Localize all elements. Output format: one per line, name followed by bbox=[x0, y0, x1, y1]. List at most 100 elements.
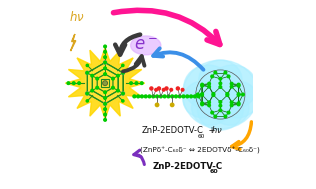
Circle shape bbox=[86, 100, 88, 102]
Circle shape bbox=[237, 103, 240, 106]
Circle shape bbox=[230, 104, 233, 107]
Polygon shape bbox=[65, 47, 145, 119]
Circle shape bbox=[117, 89, 119, 92]
Circle shape bbox=[170, 103, 174, 107]
Text: +: + bbox=[206, 126, 218, 135]
Circle shape bbox=[182, 95, 185, 98]
Circle shape bbox=[104, 82, 106, 84]
Circle shape bbox=[224, 71, 227, 74]
Text: $h\nu$: $h\nu$ bbox=[211, 124, 223, 135]
FancyArrowPatch shape bbox=[115, 35, 140, 55]
Circle shape bbox=[201, 103, 204, 106]
Circle shape bbox=[201, 102, 204, 105]
Circle shape bbox=[197, 95, 200, 98]
Circle shape bbox=[91, 89, 94, 92]
Circle shape bbox=[137, 95, 140, 98]
Circle shape bbox=[226, 93, 229, 95]
Circle shape bbox=[86, 92, 88, 95]
Ellipse shape bbox=[217, 81, 258, 118]
Circle shape bbox=[162, 88, 165, 91]
Circle shape bbox=[211, 111, 214, 114]
Circle shape bbox=[201, 94, 204, 96]
Circle shape bbox=[230, 82, 233, 85]
Polygon shape bbox=[70, 34, 76, 51]
Circle shape bbox=[201, 93, 204, 95]
Circle shape bbox=[121, 92, 125, 95]
Circle shape bbox=[242, 93, 244, 96]
Circle shape bbox=[72, 82, 75, 84]
Circle shape bbox=[141, 95, 143, 98]
Circle shape bbox=[104, 97, 106, 99]
Circle shape bbox=[86, 71, 89, 74]
FancyArrowPatch shape bbox=[232, 122, 252, 149]
Circle shape bbox=[193, 95, 196, 98]
Text: ZnP-2EDOTV-C: ZnP-2EDOTV-C bbox=[142, 126, 204, 135]
Ellipse shape bbox=[208, 65, 257, 109]
Circle shape bbox=[104, 61, 106, 64]
Ellipse shape bbox=[184, 65, 232, 109]
Circle shape bbox=[103, 81, 107, 85]
Circle shape bbox=[219, 86, 222, 88]
Circle shape bbox=[96, 77, 99, 80]
Circle shape bbox=[104, 67, 106, 70]
Circle shape bbox=[230, 101, 233, 104]
Circle shape bbox=[224, 115, 227, 118]
Circle shape bbox=[230, 85, 233, 88]
Circle shape bbox=[104, 45, 106, 48]
Circle shape bbox=[190, 95, 192, 98]
Circle shape bbox=[104, 113, 106, 116]
Circle shape bbox=[103, 102, 107, 105]
Circle shape bbox=[104, 50, 106, 53]
Text: (ZnPδ⁺-C₆₀δ⁻ ⇔ 2EDOTVδ⁺-C₆₀δ⁻): (ZnPδ⁺-C₆₀δ⁻ ⇔ 2EDOTVδ⁺-C₆₀δ⁻) bbox=[140, 147, 260, 154]
Circle shape bbox=[227, 111, 230, 114]
Text: $e^-$: $e^-$ bbox=[134, 37, 158, 54]
Circle shape bbox=[86, 92, 89, 95]
Circle shape bbox=[219, 77, 222, 80]
Circle shape bbox=[237, 94, 240, 96]
Circle shape bbox=[197, 93, 199, 96]
Circle shape bbox=[104, 91, 106, 94]
Circle shape bbox=[181, 88, 184, 91]
FancyArrowPatch shape bbox=[123, 56, 144, 71]
Circle shape bbox=[104, 108, 106, 111]
Circle shape bbox=[176, 87, 179, 90]
Circle shape bbox=[212, 94, 215, 96]
Circle shape bbox=[133, 95, 136, 98]
Circle shape bbox=[237, 102, 240, 105]
Circle shape bbox=[214, 115, 217, 118]
Circle shape bbox=[226, 94, 229, 96]
Circle shape bbox=[144, 95, 147, 98]
Text: $h\nu$: $h\nu$ bbox=[69, 10, 85, 24]
Circle shape bbox=[186, 95, 189, 98]
Circle shape bbox=[96, 86, 99, 89]
Circle shape bbox=[201, 83, 204, 86]
Circle shape bbox=[104, 56, 106, 58]
Circle shape bbox=[219, 104, 222, 107]
Circle shape bbox=[237, 84, 240, 87]
Circle shape bbox=[156, 95, 158, 98]
Ellipse shape bbox=[183, 60, 258, 129]
FancyArrowPatch shape bbox=[134, 150, 144, 164]
Circle shape bbox=[174, 95, 177, 98]
Circle shape bbox=[208, 85, 210, 88]
Circle shape bbox=[155, 103, 159, 107]
Circle shape bbox=[140, 82, 143, 84]
Circle shape bbox=[171, 95, 173, 98]
Circle shape bbox=[219, 109, 222, 112]
Circle shape bbox=[103, 61, 107, 64]
Circle shape bbox=[212, 93, 215, 95]
Circle shape bbox=[219, 82, 222, 85]
Ellipse shape bbox=[131, 36, 161, 55]
Circle shape bbox=[170, 88, 173, 91]
Circle shape bbox=[148, 95, 151, 98]
Circle shape bbox=[157, 87, 161, 90]
Circle shape bbox=[208, 101, 210, 104]
Circle shape bbox=[104, 73, 106, 75]
FancyArrowPatch shape bbox=[153, 48, 204, 70]
Ellipse shape bbox=[211, 91, 249, 125]
Circle shape bbox=[91, 74, 94, 77]
Circle shape bbox=[167, 95, 170, 98]
Circle shape bbox=[237, 83, 240, 86]
Ellipse shape bbox=[85, 66, 125, 100]
Circle shape bbox=[237, 93, 240, 95]
